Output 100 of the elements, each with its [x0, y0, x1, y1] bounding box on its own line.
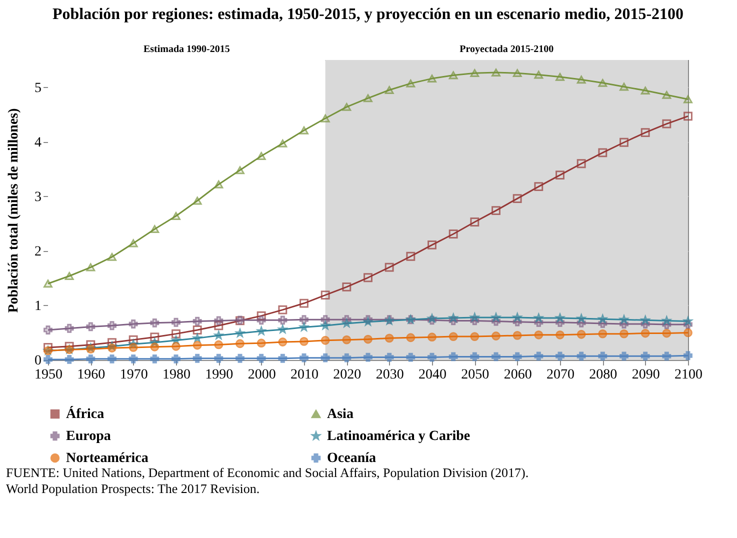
point — [470, 352, 480, 362]
point — [598, 78, 608, 87]
point — [150, 342, 160, 352]
point — [214, 340, 224, 350]
point — [576, 330, 586, 339]
point — [214, 354, 224, 363]
point — [172, 354, 180, 364]
point — [300, 353, 308, 362]
point — [300, 315, 308, 324]
point — [64, 354, 74, 364]
chart-title: Población por regiones: estimada, 1950-2015, y proyección en un escenario medio, 2015-2100 — [52, 6, 684, 23]
point — [470, 218, 480, 226]
point — [512, 194, 522, 204]
point — [86, 263, 96, 272]
point — [320, 290, 330, 300]
point — [556, 72, 564, 81]
point — [256, 338, 266, 348]
x-tick-label: 2010 — [290, 368, 318, 382]
point — [342, 282, 352, 292]
point — [534, 70, 544, 79]
point — [470, 332, 480, 341]
point — [364, 334, 372, 344]
source-note: FUENTE: United Nations, Department of Economic and Social Affairs, Population Division (2017). — [6, 465, 530, 481]
point — [598, 148, 608, 158]
point — [320, 353, 330, 362]
point — [492, 352, 500, 362]
point — [448, 352, 458, 362]
point — [256, 311, 266, 320]
point — [320, 114, 330, 122]
point — [492, 206, 500, 216]
y-tick-label: 4 — [34, 135, 42, 150]
point — [684, 351, 692, 360]
point — [150, 354, 160, 364]
point — [640, 86, 650, 95]
legend-label: Norteamérica — [66, 451, 148, 466]
point — [384, 86, 394, 94]
x-tick-label: 1970 — [120, 368, 148, 382]
point — [236, 166, 244, 174]
point — [278, 354, 288, 363]
point — [534, 352, 544, 361]
point — [342, 353, 352, 362]
y-tick-label: 2 — [34, 244, 42, 260]
point — [278, 305, 288, 314]
point — [342, 102, 352, 111]
legend-label: Europa — [66, 429, 111, 444]
point — [108, 321, 116, 330]
y-tick-label: 5 — [34, 80, 42, 96]
point — [44, 326, 52, 334]
point — [108, 338, 116, 348]
point — [128, 239, 138, 248]
point — [44, 280, 52, 288]
band-label: Proyectada 2015-2100 — [460, 44, 554, 55]
point — [556, 330, 564, 340]
point — [278, 316, 288, 325]
point — [620, 82, 628, 91]
point — [256, 354, 266, 363]
point — [684, 328, 692, 338]
legend-label: Oceanía — [327, 451, 376, 466]
x-tick-label: 1980 — [162, 368, 190, 382]
point — [406, 252, 416, 261]
point — [108, 344, 116, 352]
point — [128, 320, 138, 328]
point — [342, 335, 352, 344]
point — [64, 324, 74, 333]
x-tick-label: 2030 — [376, 368, 404, 382]
point — [172, 342, 180, 351]
point — [278, 338, 288, 346]
point — [662, 90, 672, 99]
point — [534, 330, 544, 340]
point — [364, 273, 372, 282]
point — [192, 354, 202, 363]
y-tick-label: 0 — [34, 354, 42, 368]
point — [640, 328, 650, 338]
point — [492, 332, 500, 340]
legend-label: África — [66, 405, 104, 422]
x-tick-label: 2040 — [418, 368, 446, 382]
point — [300, 337, 308, 346]
x-tick-label: 2090 — [632, 368, 660, 382]
point — [406, 333, 416, 342]
point — [150, 318, 160, 328]
x-tick-label: 2020 — [333, 368, 362, 382]
point — [556, 170, 564, 180]
point — [108, 354, 116, 364]
point — [406, 352, 416, 362]
point — [598, 352, 608, 361]
point — [86, 354, 96, 364]
point — [470, 69, 480, 78]
point — [640, 352, 650, 361]
point — [256, 152, 266, 160]
x-tick-label: 2080 — [589, 368, 618, 382]
point — [448, 332, 458, 341]
point — [256, 316, 266, 325]
x-tick-label: 2000 — [248, 368, 276, 382]
point — [620, 352, 628, 361]
point — [86, 344, 96, 354]
point — [384, 334, 394, 343]
point — [64, 272, 74, 280]
point — [214, 316, 224, 326]
point — [172, 318, 180, 327]
point — [512, 352, 522, 362]
